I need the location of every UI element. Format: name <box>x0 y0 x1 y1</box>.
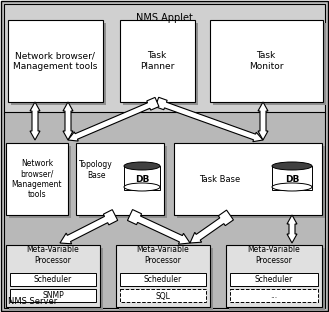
Bar <box>4 4 325 114</box>
Text: DB: DB <box>135 175 149 184</box>
Bar <box>11 23 106 105</box>
Text: DB: DB <box>285 175 299 184</box>
Text: Network
browser/
Management
tools: Network browser/ Management tools <box>12 159 62 199</box>
Text: Task
Planner: Task Planner <box>140 51 174 71</box>
Polygon shape <box>155 97 263 142</box>
Polygon shape <box>60 210 118 244</box>
Polygon shape <box>190 210 234 243</box>
Text: Meta-Variable
Processor: Meta-Variable Processor <box>27 245 79 265</box>
Bar <box>213 23 326 105</box>
Polygon shape <box>127 210 190 244</box>
Bar <box>116 245 210 307</box>
Text: Task Base: Task Base <box>199 174 240 183</box>
Bar <box>124 166 160 190</box>
Bar <box>210 20 323 102</box>
Bar <box>120 289 206 302</box>
Text: Network browser/
Management tools: Network browser/ Management tools <box>13 51 97 71</box>
Bar <box>230 273 318 286</box>
Text: Scheduler: Scheduler <box>34 275 72 285</box>
Ellipse shape <box>124 183 160 191</box>
Text: Meta-Variable
Processor: Meta-Variable Processor <box>137 245 190 265</box>
Text: Scheduler: Scheduler <box>144 275 182 285</box>
Bar <box>10 289 96 302</box>
Bar <box>119 248 213 310</box>
Bar <box>226 245 322 307</box>
Polygon shape <box>287 215 297 243</box>
Ellipse shape <box>272 162 312 170</box>
Polygon shape <box>63 102 73 140</box>
Text: Task
Monitor: Task Monitor <box>249 51 283 71</box>
Bar <box>174 143 322 215</box>
Bar <box>9 146 71 218</box>
Text: SNMP: SNMP <box>42 291 64 300</box>
Text: Topology
Base: Topology Base <box>79 160 113 180</box>
Bar <box>6 245 100 307</box>
Bar <box>4 112 325 308</box>
Bar <box>177 146 325 218</box>
Text: SQL: SQL <box>156 291 170 300</box>
Polygon shape <box>30 102 40 140</box>
Ellipse shape <box>124 162 160 170</box>
Bar <box>6 143 68 215</box>
Polygon shape <box>258 102 268 140</box>
Text: NMS Applet: NMS Applet <box>136 13 193 23</box>
Polygon shape <box>68 97 159 141</box>
Text: NMS Server: NMS Server <box>8 297 57 306</box>
Bar <box>272 166 312 190</box>
Bar <box>120 273 206 286</box>
Bar <box>120 20 195 102</box>
Bar <box>9 248 103 310</box>
Text: ...: ... <box>270 291 278 300</box>
Text: Meta-Variable
Processor: Meta-Variable Processor <box>248 245 300 265</box>
Bar <box>10 273 96 286</box>
Bar <box>8 20 103 102</box>
Bar <box>79 146 167 218</box>
Text: Scheduler: Scheduler <box>255 275 293 285</box>
Bar <box>229 248 325 310</box>
Bar <box>76 143 164 215</box>
Ellipse shape <box>272 183 312 191</box>
Bar <box>123 23 198 105</box>
Bar <box>230 289 318 302</box>
